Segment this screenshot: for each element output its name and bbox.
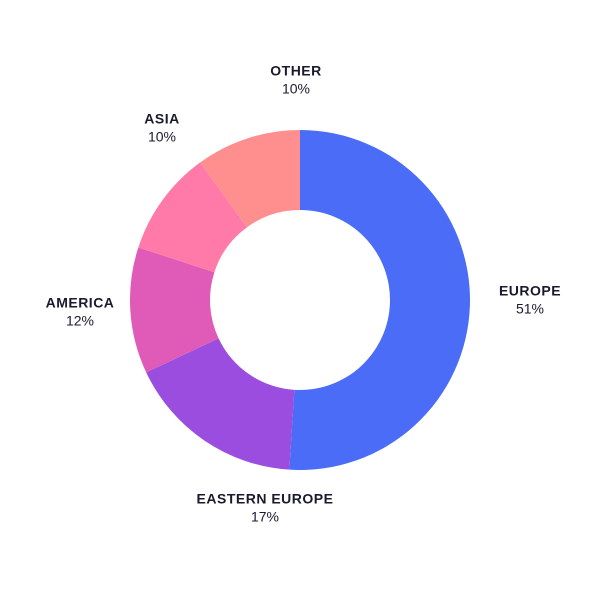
- slice-label-percent: 10%: [144, 128, 179, 146]
- label-america: AMERICA12%: [46, 295, 115, 330]
- slice-label-name: EASTERN EUROPE: [197, 491, 334, 509]
- slice-label-name: AMERICA: [46, 295, 115, 313]
- slice-label-percent: 10%: [270, 80, 322, 98]
- label-eastern-europe: EASTERN EUROPE17%: [197, 491, 334, 526]
- slice-label-percent: 17%: [197, 508, 334, 526]
- donut-chart: EUROPE51% EASTERN EUROPE17% AMERICA12% ASIA…: [0, 0, 600, 600]
- slice-label-percent: 51%: [499, 300, 561, 318]
- slice-label-name: OTHER: [270, 63, 322, 81]
- slice-label-percent: 12%: [46, 312, 115, 330]
- label-europe: EUROPE51%: [499, 283, 561, 318]
- label-asia: ASIA10%: [144, 111, 179, 146]
- slice-europe: [289, 130, 470, 470]
- slice-label-name: ASIA: [144, 111, 179, 129]
- label-other: OTHER10%: [270, 63, 322, 98]
- slice-label-name: EUROPE: [499, 283, 561, 301]
